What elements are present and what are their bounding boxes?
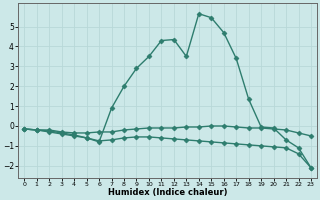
X-axis label: Humidex (Indice chaleur): Humidex (Indice chaleur)	[108, 188, 228, 197]
